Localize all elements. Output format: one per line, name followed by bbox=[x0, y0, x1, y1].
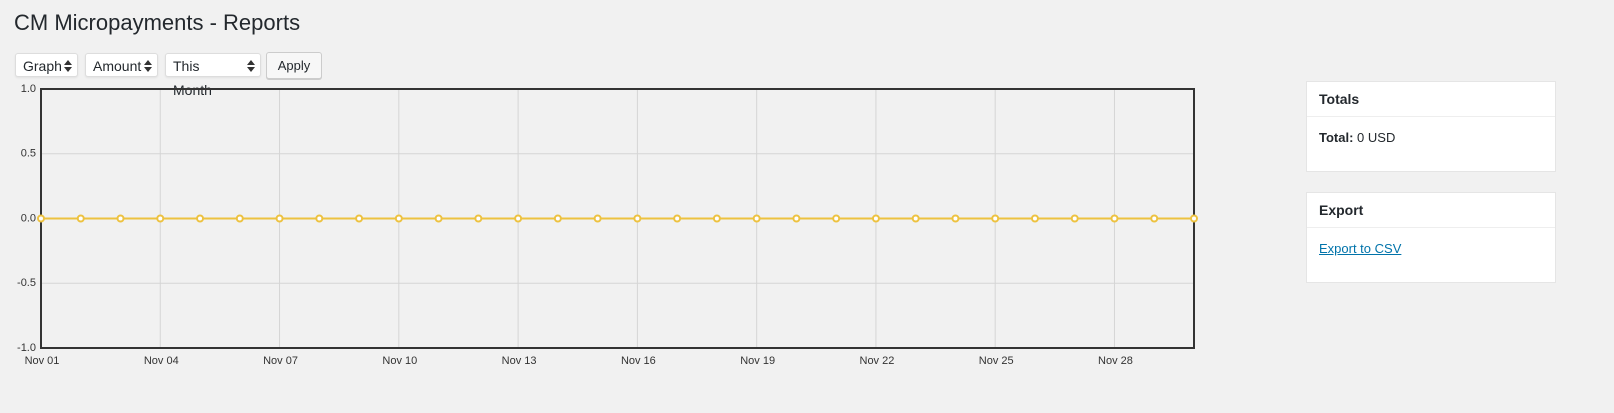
export-link[interactable]: Export to CSV bbox=[1319, 241, 1402, 256]
apply-button[interactable]: Apply bbox=[266, 52, 322, 79]
data-point bbox=[991, 214, 1000, 223]
x-tick-label: Nov 10 bbox=[382, 355, 417, 367]
x-tick-label: Nov 07 bbox=[263, 355, 298, 367]
data-point bbox=[1030, 214, 1039, 223]
chart: -1.0 -0.5 0.0 0.5 1.0 Nov 01 Nov 04 Nov 07 Nov 1… bbox=[17, 83, 1198, 367]
data-point bbox=[792, 214, 801, 223]
data-point bbox=[315, 214, 324, 223]
data-point bbox=[196, 214, 205, 223]
data-point bbox=[752, 214, 761, 223]
data-point bbox=[235, 214, 244, 223]
x-tick-label: Nov 22 bbox=[860, 355, 895, 367]
x-tick-label: Nov 28 bbox=[1098, 355, 1133, 367]
y-tick-label: 0.5 bbox=[21, 148, 36, 160]
data-point bbox=[1190, 214, 1198, 223]
data-point bbox=[76, 214, 85, 223]
data-point bbox=[116, 214, 125, 223]
data-point bbox=[832, 214, 841, 223]
totals-body: Total: 0 USD bbox=[1307, 117, 1555, 158]
x-tick-label: Nov 01 bbox=[25, 355, 60, 367]
data-point bbox=[553, 214, 562, 223]
data-point bbox=[633, 214, 642, 223]
data-point bbox=[514, 214, 523, 223]
data-point bbox=[37, 214, 45, 223]
x-tick-label: Nov 16 bbox=[621, 355, 656, 367]
data-point bbox=[1070, 214, 1079, 223]
data-point bbox=[474, 214, 483, 223]
select-arrows bbox=[144, 60, 152, 72]
page-title: CM Micropayments - Reports bbox=[14, 10, 301, 35]
x-tick-label: Nov 19 bbox=[740, 355, 775, 367]
data-point bbox=[434, 214, 443, 223]
select-arrows bbox=[64, 60, 72, 72]
export-box: Export Export to CSV bbox=[1306, 192, 1556, 283]
range-select[interactable]: This Month bbox=[165, 53, 261, 98]
data-point bbox=[673, 214, 682, 223]
metric-select-text: Amount bbox=[93, 58, 142, 74]
total-label: Total: bbox=[1319, 130, 1354, 145]
data-point bbox=[1150, 214, 1159, 223]
data-point bbox=[712, 214, 721, 223]
data-point bbox=[911, 214, 920, 223]
y-tick-label: 1.0 bbox=[21, 83, 36, 95]
data-point bbox=[1110, 214, 1119, 223]
export-heading: Export bbox=[1307, 193, 1555, 228]
total-value: 0 USD bbox=[1357, 130, 1396, 145]
y-tick-label: 0.0 bbox=[21, 212, 36, 224]
select-arrows bbox=[247, 60, 255, 72]
x-tick-label: Nov 13 bbox=[502, 355, 537, 367]
totals-box: Totals Total: 0 USD bbox=[1306, 81, 1556, 172]
export-body: Export to CSV bbox=[1307, 228, 1555, 269]
y-tick-label: -1.0 bbox=[17, 342, 36, 354]
data-point bbox=[593, 214, 602, 223]
metric-select[interactable]: Amount bbox=[85, 53, 158, 77]
totals-heading: Totals bbox=[1307, 82, 1555, 117]
data-point bbox=[951, 214, 960, 223]
y-tick-label: -0.5 bbox=[17, 277, 36, 289]
view-select-text: Graph bbox=[23, 58, 62, 74]
data-point bbox=[871, 214, 880, 223]
data-point bbox=[355, 214, 364, 223]
data-point bbox=[394, 214, 403, 223]
view-select[interactable]: Graph bbox=[15, 53, 78, 77]
x-tick-label: Nov 25 bbox=[979, 355, 1014, 367]
x-tick-label: Nov 04 bbox=[144, 355, 179, 367]
data-point bbox=[156, 214, 165, 223]
data-point bbox=[275, 214, 284, 223]
